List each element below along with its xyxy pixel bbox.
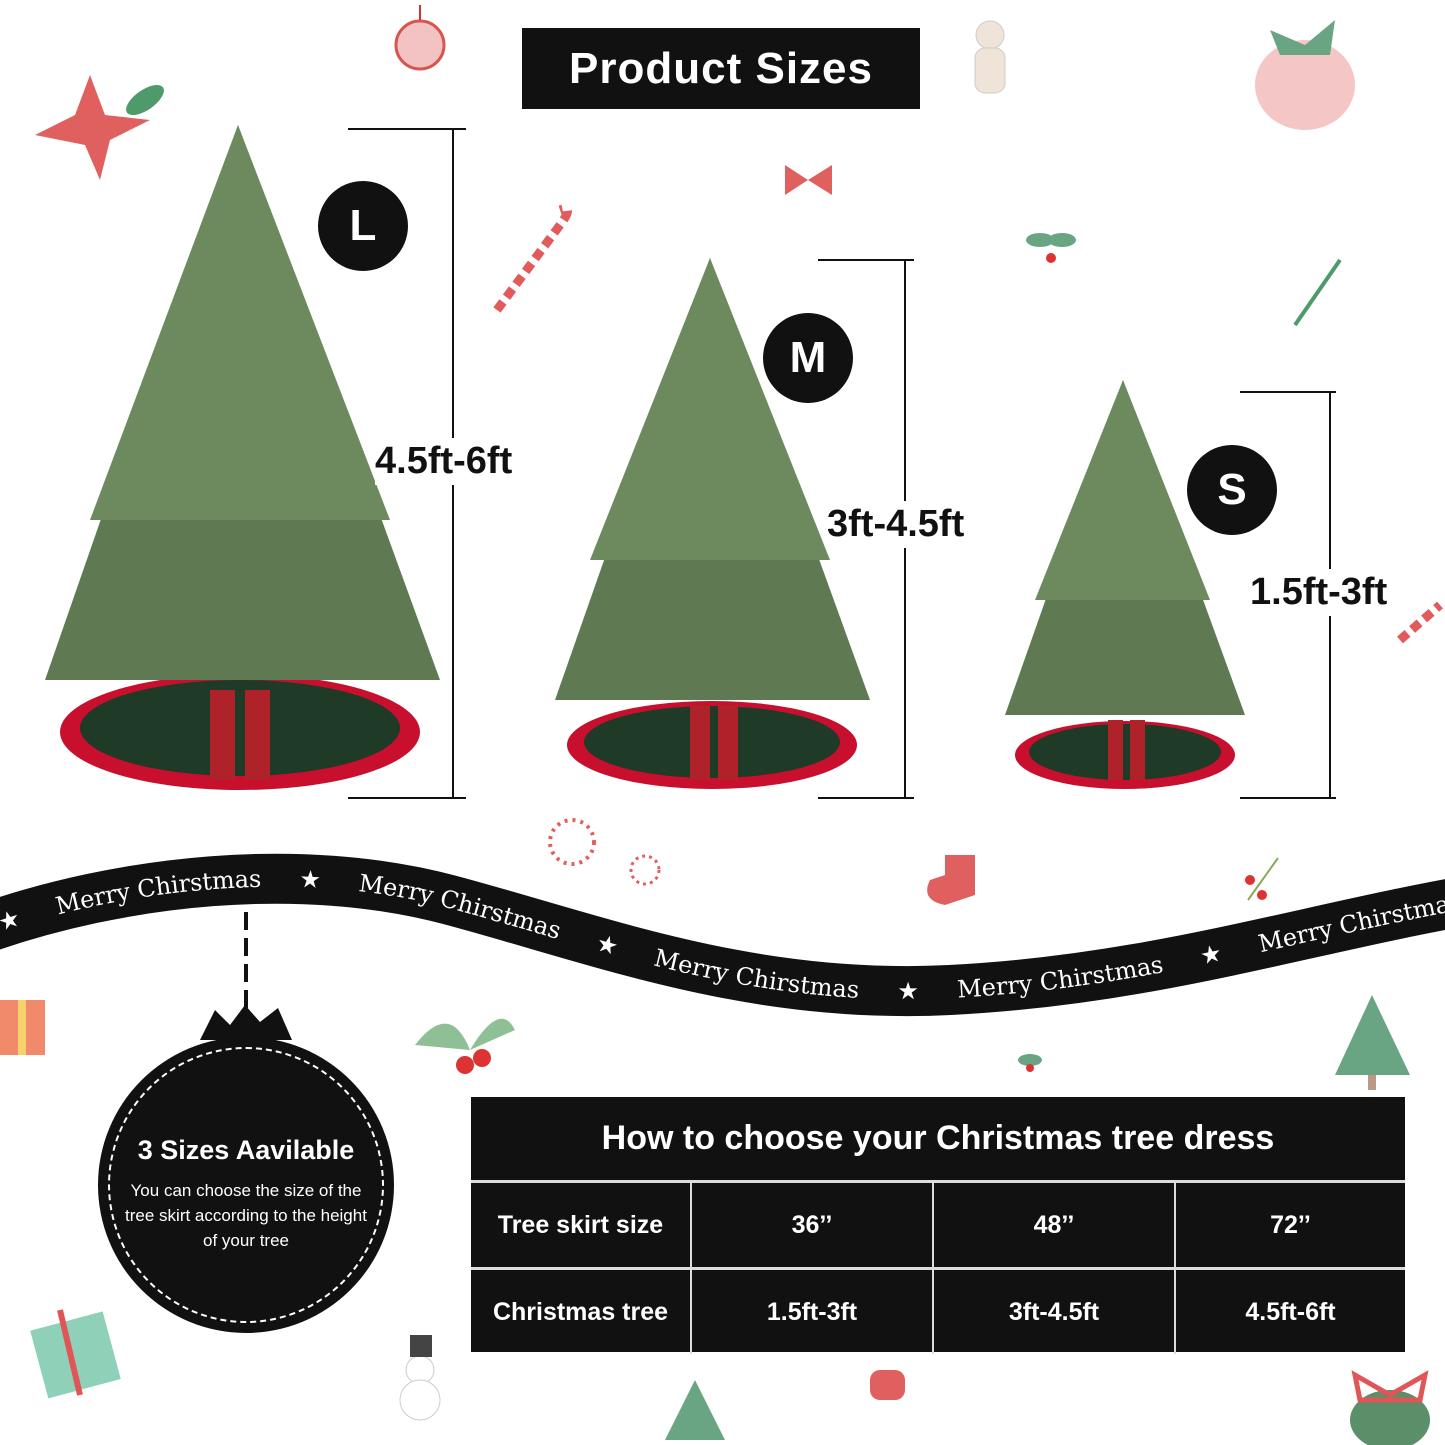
gift-icon [0,1000,45,1055]
page-title: Product Sizes [522,28,920,109]
size-badge-l: L [318,181,408,271]
table-cell: 3ft-4.5ft [932,1270,1174,1354]
ornament-ball-icon [394,5,446,71]
height-range-l: 4.5ft-6ft [375,438,513,485]
ribbon-banner [0,853,1445,1017]
dashed-ring [108,1047,384,1323]
table-cell: 36’’ [690,1183,932,1267]
row-label: Tree skirt size [497,1210,664,1239]
candy-cane-icon [493,204,572,313]
table-cell: 48’’ [932,1183,1174,1267]
snowflake-icon [548,818,661,886]
tree-large [45,125,440,790]
gift-ornament-icon [1255,20,1355,130]
poinsettia-icon [35,75,164,180]
small-holly-icon [1018,1054,1042,1072]
holly-icon [415,1018,515,1074]
row-label: Christmas tree [492,1297,669,1326]
height-range-m: 3ft-4.5ft [827,501,965,548]
table-cell: 4.5ft-6ft [1174,1270,1405,1354]
pine-branch-icon [200,1005,292,1040]
mitten-icon [870,1370,905,1400]
sizes-available-ornament: 3 Sizes Aavilable You can choose the siz… [98,1037,394,1333]
branch-icon [1293,258,1342,327]
tree-small [1005,380,1245,789]
table-title: How to choose your Christmas tree dress [471,1097,1405,1183]
berries-icon [1245,857,1279,901]
small-tree-icon [1335,995,1410,1090]
gingerbread-icon [974,20,1006,94]
small-tree-icon [665,1380,725,1440]
holly-icon [1026,233,1076,263]
size-guide-table: How to choose your Christmas tree dress … [471,1097,1405,1354]
size-badge-s: S [1187,445,1277,535]
ornament-bow-icon [1350,1370,1430,1445]
bow-icon [785,165,832,195]
stocking-icon [927,855,975,905]
snowman-icon [399,1335,441,1421]
candy-cane-icon [1397,601,1443,644]
gift-icon [30,1309,121,1399]
table-cell: 1.5ft-3ft [690,1270,932,1354]
table-cell: 72’’ [1174,1183,1405,1267]
table-row: Tree skirt size 36’’ 48’’ 72’’ [471,1183,1405,1267]
tree-medium [555,258,870,789]
table-row: Christmas tree 1.5ft-3ft 3ft-4.5ft 4.5ft… [471,1267,1405,1354]
height-range-s: 1.5ft-3ft [1250,569,1388,616]
size-badge-m: M [763,313,853,403]
